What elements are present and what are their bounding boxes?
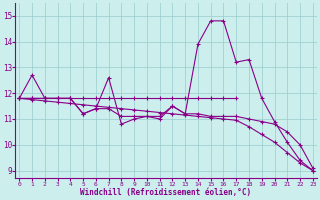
X-axis label: Windchill (Refroidissement éolien,°C): Windchill (Refroidissement éolien,°C): [81, 188, 252, 197]
